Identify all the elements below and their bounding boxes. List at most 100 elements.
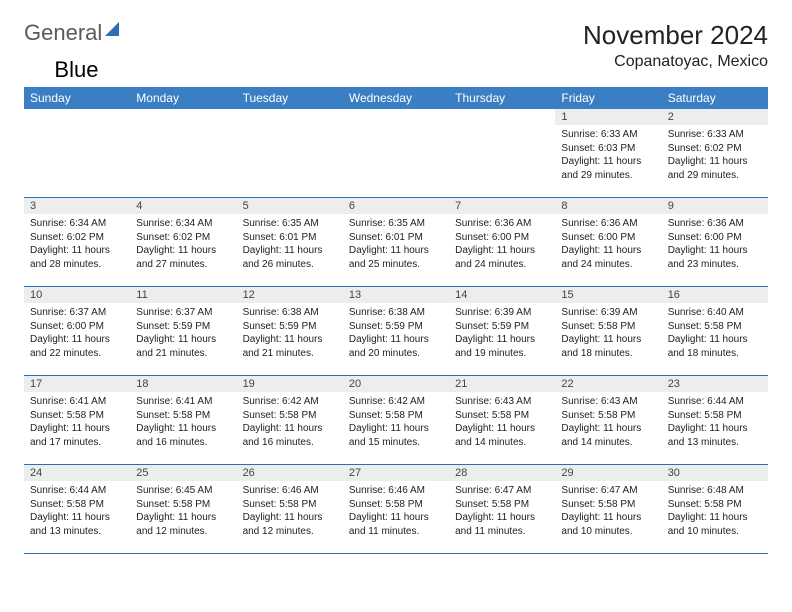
sunrise-text: Sunrise: 6:36 AM <box>455 217 549 231</box>
day-number: 29 <box>555 465 661 481</box>
daylight-text: Daylight: 11 hours and 24 minutes. <box>455 244 549 271</box>
calendar-row: 3Sunrise: 6:34 AMSunset: 6:02 PMDaylight… <box>24 198 768 287</box>
sunrise-text: Sunrise: 6:46 AM <box>243 484 337 498</box>
daylight-text: Daylight: 11 hours and 14 minutes. <box>561 422 655 449</box>
brand-word2-wrap: General Blue <box>24 57 768 83</box>
daylight-text: Daylight: 11 hours and 12 minutes. <box>136 511 230 538</box>
calendar-cell: 6Sunrise: 6:35 AMSunset: 6:01 PMDaylight… <box>343 198 449 287</box>
day-body: Sunrise: 6:35 AMSunset: 6:01 PMDaylight:… <box>343 214 449 277</box>
day-body: Sunrise: 6:43 AMSunset: 5:58 PMDaylight:… <box>555 392 661 455</box>
sunrise-text: Sunrise: 6:37 AM <box>136 306 230 320</box>
daylight-text: Daylight: 11 hours and 18 minutes. <box>668 333 762 360</box>
day-number: 13 <box>343 287 449 303</box>
calendar-page: General November 2024 Copanatoyac, Mexic… <box>0 0 792 574</box>
day-number: 12 <box>237 287 343 303</box>
sunset-text: Sunset: 5:58 PM <box>349 498 443 512</box>
day-body: Sunrise: 6:40 AMSunset: 5:58 PMDaylight:… <box>662 303 768 366</box>
daylight-text: Daylight: 11 hours and 10 minutes. <box>561 511 655 538</box>
sunset-text: Sunset: 5:58 PM <box>30 409 124 423</box>
day-number: 16 <box>662 287 768 303</box>
brand-word1: General <box>24 20 102 46</box>
day-number: 27 <box>343 465 449 481</box>
day-number: 25 <box>130 465 236 481</box>
sunset-text: Sunset: 5:58 PM <box>668 320 762 334</box>
sunset-text: Sunset: 5:59 PM <box>455 320 549 334</box>
day-body: Sunrise: 6:38 AMSunset: 5:59 PMDaylight:… <box>343 303 449 366</box>
day-number <box>130 109 236 125</box>
day-number <box>237 109 343 125</box>
sunset-text: Sunset: 5:58 PM <box>455 409 549 423</box>
day-number: 9 <box>662 198 768 214</box>
sunrise-text: Sunrise: 6:37 AM <box>30 306 124 320</box>
sunset-text: Sunset: 5:58 PM <box>243 498 337 512</box>
day-number: 22 <box>555 376 661 392</box>
sunrise-text: Sunrise: 6:45 AM <box>136 484 230 498</box>
daylight-text: Daylight: 11 hours and 21 minutes. <box>243 333 337 360</box>
sunset-text: Sunset: 5:58 PM <box>561 409 655 423</box>
day-body: Sunrise: 6:43 AMSunset: 5:58 PMDaylight:… <box>449 392 555 455</box>
daylight-text: Daylight: 11 hours and 20 minutes. <box>349 333 443 360</box>
daylight-text: Daylight: 11 hours and 21 minutes. <box>136 333 230 360</box>
sunrise-text: Sunrise: 6:38 AM <box>243 306 337 320</box>
calendar-cell: 10Sunrise: 6:37 AMSunset: 6:00 PMDayligh… <box>24 287 130 376</box>
daylight-text: Daylight: 11 hours and 15 minutes. <box>349 422 443 449</box>
day-number: 14 <box>449 287 555 303</box>
calendar-cell: 20Sunrise: 6:42 AMSunset: 5:58 PMDayligh… <box>343 376 449 465</box>
day-body: Sunrise: 6:47 AMSunset: 5:58 PMDaylight:… <box>555 481 661 544</box>
day-number: 11 <box>130 287 236 303</box>
calendar-cell: 8Sunrise: 6:36 AMSunset: 6:00 PMDaylight… <box>555 198 661 287</box>
calendar-cell: 1Sunrise: 6:33 AMSunset: 6:03 PMDaylight… <box>555 109 661 198</box>
weekday-header-row: Sunday Monday Tuesday Wednesday Thursday… <box>24 87 768 109</box>
brand-word2: Blue <box>54 57 98 82</box>
calendar-cell: 25Sunrise: 6:45 AMSunset: 5:58 PMDayligh… <box>130 465 236 554</box>
day-number: 20 <box>343 376 449 392</box>
daylight-text: Daylight: 11 hours and 22 minutes. <box>30 333 124 360</box>
calendar-row: 24Sunrise: 6:44 AMSunset: 5:58 PMDayligh… <box>24 465 768 554</box>
sunset-text: Sunset: 6:00 PM <box>455 231 549 245</box>
day-number: 10 <box>24 287 130 303</box>
day-number: 26 <box>237 465 343 481</box>
day-body: Sunrise: 6:38 AMSunset: 5:59 PMDaylight:… <box>237 303 343 366</box>
day-number: 2 <box>662 109 768 125</box>
day-body: Sunrise: 6:39 AMSunset: 5:58 PMDaylight:… <box>555 303 661 366</box>
daylight-text: Daylight: 11 hours and 28 minutes. <box>30 244 124 271</box>
day-body: Sunrise: 6:36 AMSunset: 6:00 PMDaylight:… <box>555 214 661 277</box>
sunrise-text: Sunrise: 6:35 AM <box>349 217 443 231</box>
calendar-cell: 16Sunrise: 6:40 AMSunset: 5:58 PMDayligh… <box>662 287 768 376</box>
calendar-cell: 22Sunrise: 6:43 AMSunset: 5:58 PMDayligh… <box>555 376 661 465</box>
day-body: Sunrise: 6:34 AMSunset: 6:02 PMDaylight:… <box>24 214 130 277</box>
day-body: Sunrise: 6:41 AMSunset: 5:58 PMDaylight:… <box>130 392 236 455</box>
daylight-text: Daylight: 11 hours and 25 minutes. <box>349 244 443 271</box>
day-body: Sunrise: 6:44 AMSunset: 5:58 PMDaylight:… <box>662 392 768 455</box>
day-number: 1 <box>555 109 661 125</box>
sunset-text: Sunset: 5:58 PM <box>668 498 762 512</box>
sunrise-text: Sunrise: 6:48 AM <box>668 484 762 498</box>
sunset-text: Sunset: 5:58 PM <box>561 320 655 334</box>
day-body: Sunrise: 6:42 AMSunset: 5:58 PMDaylight:… <box>343 392 449 455</box>
weekday-header: Saturday <box>662 87 768 109</box>
sunset-text: Sunset: 6:01 PM <box>349 231 443 245</box>
sunrise-text: Sunrise: 6:34 AM <box>30 217 124 231</box>
day-body: Sunrise: 6:37 AMSunset: 6:00 PMDaylight:… <box>24 303 130 366</box>
sunrise-text: Sunrise: 6:41 AM <box>136 395 230 409</box>
sunset-text: Sunset: 5:58 PM <box>349 409 443 423</box>
daylight-text: Daylight: 11 hours and 29 minutes. <box>561 155 655 182</box>
sunrise-text: Sunrise: 6:42 AM <box>349 395 443 409</box>
daylight-text: Daylight: 11 hours and 11 minutes. <box>349 511 443 538</box>
day-body: Sunrise: 6:41 AMSunset: 5:58 PMDaylight:… <box>24 392 130 455</box>
sunrise-text: Sunrise: 6:36 AM <box>561 217 655 231</box>
daylight-text: Daylight: 11 hours and 13 minutes. <box>30 511 124 538</box>
day-number: 19 <box>237 376 343 392</box>
sunrise-text: Sunrise: 6:34 AM <box>136 217 230 231</box>
sunset-text: Sunset: 6:02 PM <box>136 231 230 245</box>
day-body: Sunrise: 6:33 AMSunset: 6:03 PMDaylight:… <box>555 125 661 188</box>
day-body: Sunrise: 6:42 AMSunset: 5:58 PMDaylight:… <box>237 392 343 455</box>
calendar-row: 17Sunrise: 6:41 AMSunset: 5:58 PMDayligh… <box>24 376 768 465</box>
sunrise-text: Sunrise: 6:40 AM <box>668 306 762 320</box>
day-body: Sunrise: 6:33 AMSunset: 6:02 PMDaylight:… <box>662 125 768 188</box>
calendar-cell <box>237 109 343 198</box>
weekday-header: Monday <box>130 87 236 109</box>
day-number: 15 <box>555 287 661 303</box>
calendar-cell: 29Sunrise: 6:47 AMSunset: 5:58 PMDayligh… <box>555 465 661 554</box>
daylight-text: Daylight: 11 hours and 17 minutes. <box>30 422 124 449</box>
